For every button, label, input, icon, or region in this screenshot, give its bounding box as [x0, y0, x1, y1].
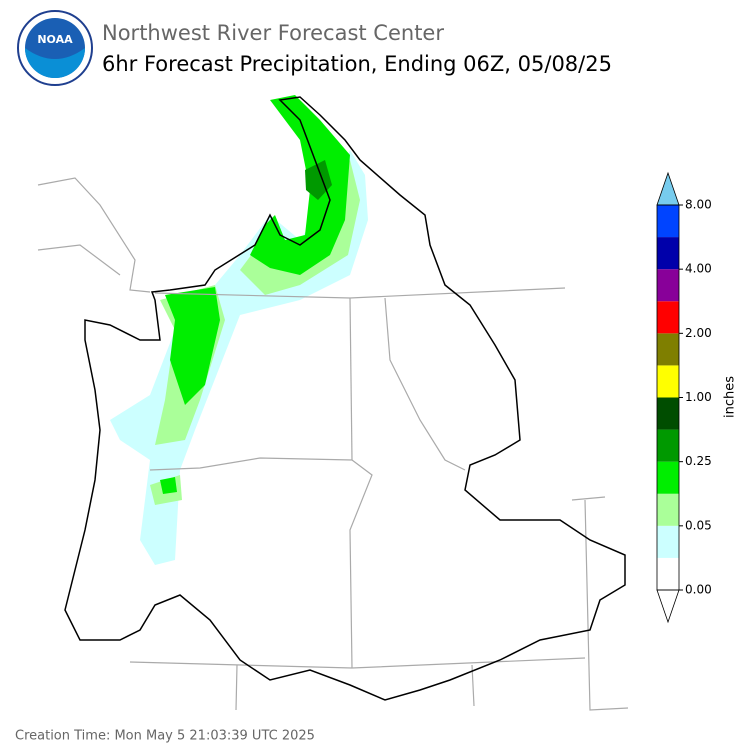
colorbar-segment	[657, 237, 679, 270]
colorbar-segment	[657, 557, 679, 590]
colorbar-tick-label: 1.00	[685, 390, 712, 404]
colorbar-segment	[657, 525, 679, 558]
colorbar: 0.00 0.05 0.25 1.00 2.00 4.00 8.00	[656, 171, 712, 624]
colorbar-segment	[657, 365, 679, 398]
colorbar-tick-label: 8.00	[685, 198, 712, 212]
colorbar-tick-label: 2.00	[685, 326, 712, 340]
colorbar-segment	[657, 205, 679, 238]
colorbar-over	[656, 171, 680, 206]
svg-text:NOAA: NOAA	[37, 33, 73, 46]
colorbar-segment	[657, 461, 679, 494]
colorbar-segment	[657, 429, 679, 462]
colorbar-tick-label: 0.05	[685, 518, 712, 532]
colorbar-tick-label: 4.00	[685, 262, 712, 276]
map	[37, 95, 629, 711]
colorbar-tick-label: 0.25	[685, 454, 712, 468]
subtitle: 6hr Forecast Precipitation, Ending 06Z, …	[102, 52, 612, 76]
colorbar-segment	[657, 493, 679, 526]
noaa-logo: NOAA	[17, 10, 93, 86]
colorbar-segment	[657, 269, 679, 302]
colorbar-under	[656, 589, 680, 624]
colorbar-segment	[657, 333, 679, 366]
title: Northwest River Forecast Center	[102, 21, 444, 45]
creation-time: Creation Time: Mon May 5 21:03:39 UTC 20…	[15, 729, 315, 744]
colorbar-label: inches	[723, 376, 738, 418]
colorbar-tick-label: 0.00	[685, 583, 712, 597]
colorbar-segment	[657, 301, 679, 334]
colorbar-segment	[657, 397, 679, 430]
